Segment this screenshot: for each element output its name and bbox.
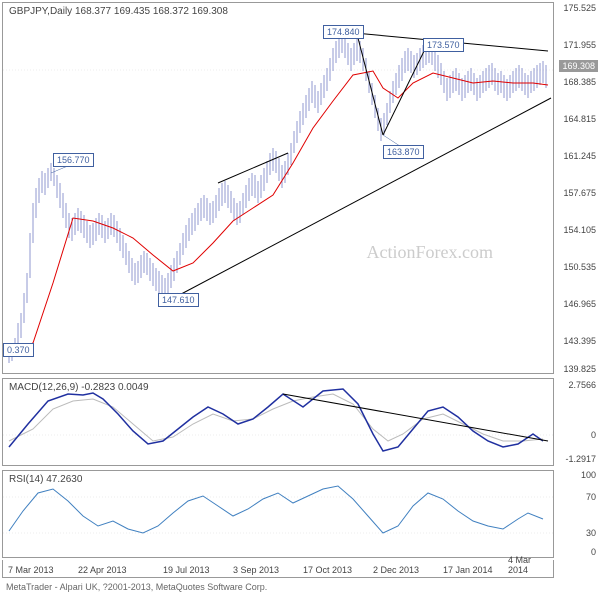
- watermark: ActionForex.com: [367, 242, 493, 263]
- price-label-3: 174.840: [323, 25, 364, 39]
- price-svg: [3, 3, 555, 375]
- main-price-chart: GBPJPY,Daily 168.377 169.435 168.372 169…: [2, 2, 554, 374]
- rsi-y-axis: 100 70 30 0: [555, 470, 598, 558]
- price-label-5: 173.570: [423, 38, 464, 52]
- current-price-badge: 169.308: [559, 60, 598, 72]
- price-label-1: 0.370: [3, 343, 34, 357]
- macd-y-axis: 2.7566 0 -1.2917: [555, 378, 598, 466]
- price-label-4: 163.870: [383, 145, 424, 159]
- footer-text: MetaTrader - Alpari UK, ?2001-2013, Meta…: [6, 582, 267, 598]
- x-axis: 7 Mar 2013 22 Apr 2013 19 Jul 2013 3 Sep…: [2, 560, 554, 578]
- main-y-axis: 175.525 171.955 168.385 164.815 161.245 …: [555, 2, 598, 374]
- macd-chart: MACD(12,26,9) -0.2823 0.0049: [2, 378, 554, 466]
- price-label-2: 147.610: [158, 293, 199, 307]
- rsi-chart: RSI(14) 47.2630: [2, 470, 554, 558]
- price-label-0: 156.770: [53, 153, 94, 167]
